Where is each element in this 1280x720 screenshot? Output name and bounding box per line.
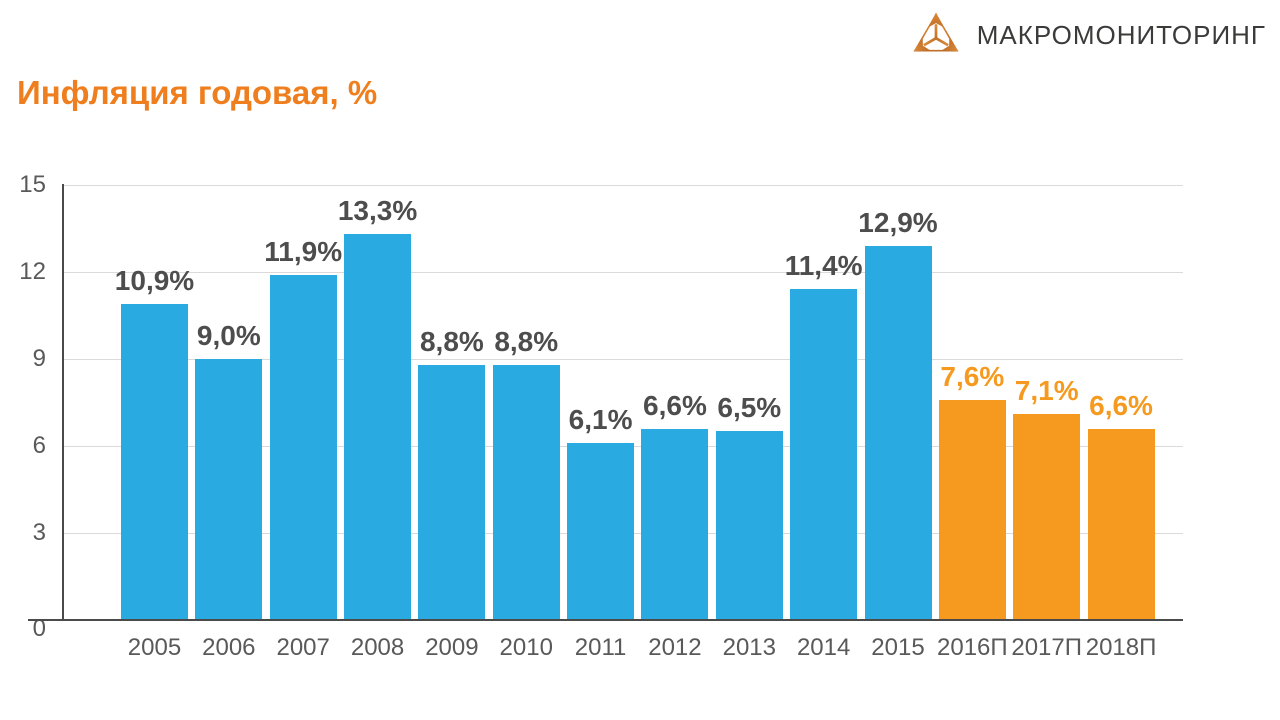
bar-2014 [790,289,858,620]
x-axis-label: 2010 [499,634,553,661]
bar-value-label: 7,1% [1014,375,1079,406]
bar-value-label: 13,3% [337,195,418,226]
y-axis-line [62,184,64,621]
x-axis-label: 2012 [648,634,702,661]
x-axis-label: 2013 [722,634,776,661]
triangle-arrows-icon [909,12,962,58]
bar-value-label: 9,0% [196,320,261,351]
y-axis-tick-label: 9 [32,345,46,372]
bar-value-label: 8,8% [419,326,484,357]
chart-title: Инфляция годовая, % [17,74,378,111]
bar-value-label: 6,6% [643,390,707,421]
bar-2017П [1013,414,1081,620]
logo-text: МАКРОМОНИТОРИНГ [976,19,1266,50]
bar-value-label: 6,6% [1089,390,1153,421]
x-axis-line [28,619,1183,621]
x-axis-label: 2018П [1085,634,1157,661]
bar-2015 [864,246,932,620]
bar-value-label: 10,9% [114,265,195,296]
x-axis-label: 2006 [202,634,256,661]
bar-2005 [121,304,188,620]
x-axis-label: 2007 [276,634,330,661]
x-axis-label: 2015 [871,634,925,661]
y-axis-tick-label: 6 [32,432,46,459]
bar-2010 [492,365,560,620]
bar-2007 [269,275,337,620]
bar-value-label: 12,9% [858,207,938,238]
bar-2016П [938,400,1006,620]
gridline [63,185,1183,186]
x-axis-label: 2016П [937,634,1008,661]
bar-value-label: 11,4% [784,250,863,281]
gridline [63,359,1183,360]
x-axis-label: 2009 [425,634,479,661]
x-axis-label: 2008 [350,634,405,661]
bar-value-label: 8,8% [494,326,559,357]
bar-2009 [418,365,486,620]
x-axis-label: 2014 [796,634,851,661]
bar-2011 [567,443,635,620]
bar-value-label: 7,6% [940,361,1005,392]
bar-value-label: 6,1% [568,404,633,435]
y-axis-tick-label: 12 [19,258,46,285]
bar-value-label: 6,5% [717,392,782,423]
gridline [63,272,1183,273]
bar-2012 [641,429,709,620]
y-axis-tick-label: 15 [19,171,46,198]
bar-2013 [715,431,783,620]
x-axis-label: 2005 [127,634,182,661]
bar-2018П [1087,429,1155,620]
logo: МАКРОМОНИТОРИНГ [909,8,1266,62]
x-axis-label: 2017П [1011,634,1082,661]
bar-2008 [344,234,412,620]
bar-2006 [195,359,263,620]
bar-value-label: 11,9% [264,236,343,267]
x-axis-label: 2011 [574,634,627,661]
y-axis-tick-label: 0 [32,615,46,642]
y-axis-tick-label: 3 [32,519,46,546]
